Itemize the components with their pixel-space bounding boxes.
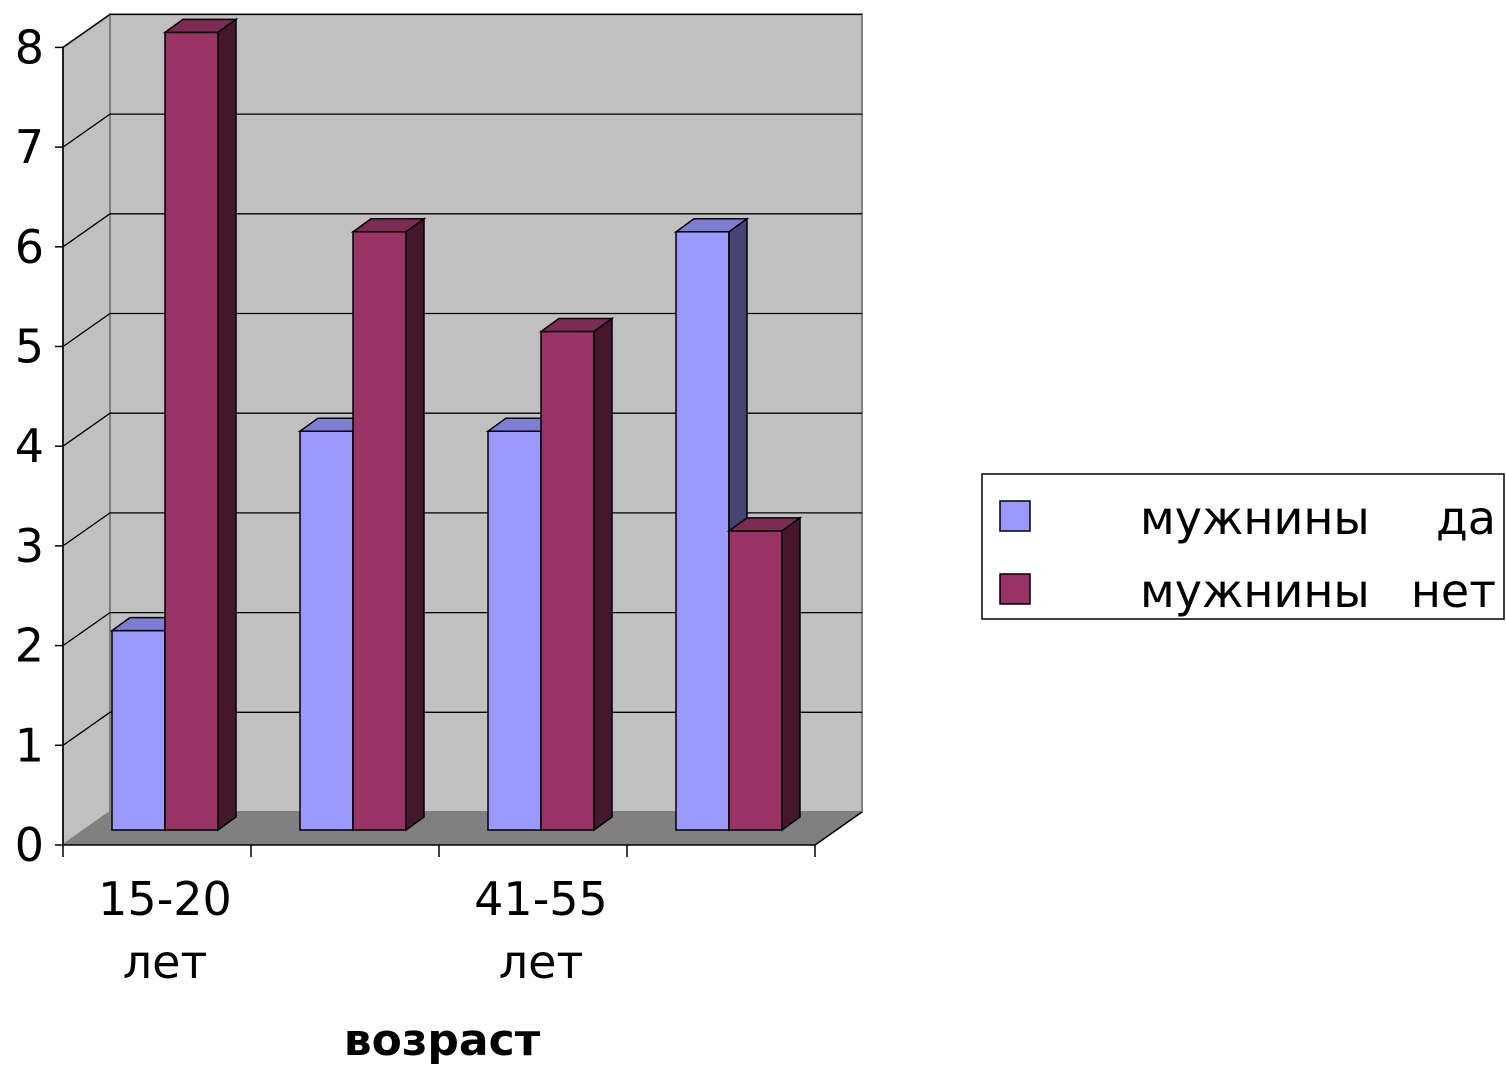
y-tick-labels: 0 1 2 3 4 5 6 7 8 [15,20,44,872]
bar-front [675,231,730,831]
x-tick-label: 15-20 [98,872,232,926]
bar [538,317,615,832]
y-tick-label: 4 [15,419,44,473]
bar [350,217,427,832]
y-tick-label: 5 [15,320,44,374]
y-tick-label: 6 [15,220,44,274]
bar [162,17,239,832]
y-tick-label: 7 [15,120,44,174]
bar-front [111,629,166,831]
legend-label: мужнины [1140,491,1370,545]
legend-label: мужнины [1140,564,1370,618]
gridline [62,113,862,148]
bar [726,516,803,832]
legend: мужнины да мужнины нет [981,473,1505,620]
gridline [62,213,862,248]
gridline [62,13,862,48]
x-tick-label: лет [123,935,208,989]
floor-edge [814,811,863,846]
x-tick-label: 41-55 [474,872,608,926]
legend-swatch [999,573,1031,605]
bars [109,17,803,832]
bar-side [405,217,425,832]
bar-front [299,430,354,831]
bar-front [164,31,219,831]
gridline [62,312,862,348]
bar-front [540,330,595,831]
x-axis-title: возраст [344,1015,541,1066]
y-tick-label: 2 [15,619,44,673]
bar-front [728,530,783,831]
x-tick-labels: 15-20 лет 41-55 лет [98,872,608,989]
y-tick-label: 1 [15,718,44,772]
y-tick-label: 3 [15,519,44,573]
bar-front [487,430,542,831]
legend-label: нет [1411,564,1496,618]
x-tick-label: лет [499,935,584,989]
legend-box [981,473,1505,620]
bar-side [593,317,613,832]
bar-front [352,231,407,831]
legend-swatch [999,500,1031,532]
bar-side [217,17,237,832]
axes [55,46,863,857]
bar-side [781,516,801,832]
legend-label: да [1436,491,1496,545]
y-tick-label: 0 [15,818,44,872]
y-tick-label: 8 [15,20,44,74]
